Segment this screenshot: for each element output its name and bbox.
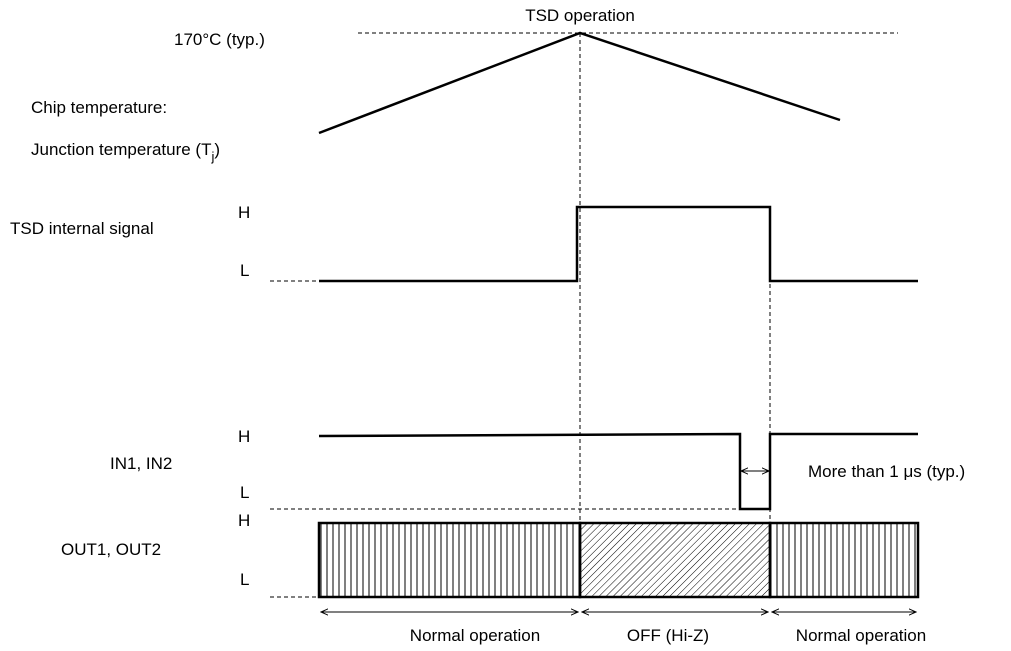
pulse-width-note-prefix: More than 1 — [808, 462, 903, 481]
chip-temperature-label: Chip temperature: — [31, 98, 167, 117]
pulse-width-note-suffix: s (typ.) — [913, 462, 965, 481]
junction-temperature-suffix: ) — [214, 140, 220, 159]
junction-temperature-subscript: j — [210, 149, 214, 164]
phase-label-off: OFF (Hi-Z) — [627, 626, 709, 645]
outputs-low-label: L — [240, 570, 249, 589]
junction-temperature-prefix: Junction temperature (T — [31, 140, 211, 159]
tsd-signal-waveform — [319, 205, 918, 283]
inputs-low-label: L — [240, 483, 249, 502]
inputs-high-label: H — [238, 427, 250, 446]
outputs-high-label: H — [238, 511, 250, 530]
phase-label-normal-1: Normal operation — [410, 626, 540, 645]
outputs-normal-block-2 — [768, 521, 920, 599]
inputs-label: IN1, IN2 — [110, 454, 172, 473]
outputs-normal-block-1 — [317, 521, 582, 599]
phase-label-normal-2: Normal operation — [796, 626, 926, 645]
pulse-width-note-mu: μ — [903, 462, 913, 481]
tsd-signal-low-label: L — [240, 261, 249, 280]
peak-temperature-label: 170°C (typ.) — [174, 30, 265, 49]
outputs-label: OUT1, OUT2 — [61, 540, 161, 559]
tsd-signal-high-label: H — [238, 203, 250, 222]
junction-temperature-label: Junction temperature (Tj) — [31, 140, 220, 164]
tsd-signal-label: TSD internal signal — [10, 219, 154, 238]
pulse-width-note: More than 1 μs (typ.) — [808, 462, 965, 481]
inputs-waveform — [318, 432, 918, 511]
diagram-title: TSD operation — [525, 6, 635, 25]
outputs-off-block — [578, 521, 772, 599]
